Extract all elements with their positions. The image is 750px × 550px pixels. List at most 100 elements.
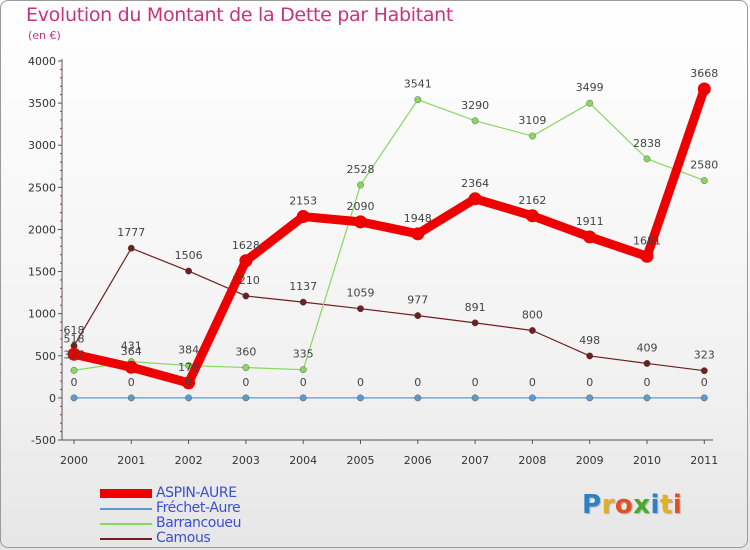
data-label-aspin-aure: 2090 [347, 200, 375, 213]
y-tick-label: -500 [31, 434, 56, 447]
legend-swatch [100, 489, 152, 498]
data-label-camous: 1777 [117, 226, 145, 239]
data-point-aspin-aure [182, 376, 196, 390]
data-label-fr-chet-aure: 0 [414, 376, 421, 389]
y-tick-label: 4000 [28, 55, 56, 68]
data-label-fr-chet-aure: 0 [300, 376, 307, 389]
data-point-camous [471, 319, 479, 327]
data-point-fr-chet-aure [414, 394, 422, 402]
data-point-aspin-aure [697, 82, 711, 96]
legend-swatch [100, 522, 152, 525]
proxiti-logo: Proxiti [582, 490, 682, 520]
logo-letter: x [633, 490, 651, 520]
data-label-camous: 800 [522, 309, 543, 322]
x-tick-label: 2009 [576, 454, 604, 467]
x-tick-label: 2002 [175, 454, 203, 467]
data-label-fr-chet-aure: 0 [644, 376, 651, 389]
data-label-fr-chet-aure: 0 [586, 376, 593, 389]
data-point-camous [299, 298, 307, 306]
data-label-camous: 1506 [175, 249, 203, 262]
data-label-barrancoueu: 335 [293, 348, 314, 361]
data-label-barrancoueu: 3499 [576, 81, 604, 94]
data-point-camous [185, 267, 193, 275]
data-label-fr-chet-aure: 0 [71, 376, 78, 389]
data-point-fr-chet-aure [529, 394, 536, 402]
data-label-camous: 1059 [347, 287, 375, 300]
data-label-barrancoueu: 360 [235, 346, 256, 359]
x-tick-label: 2011 [690, 454, 718, 467]
data-label-barrancoueu: 2580 [690, 159, 718, 172]
x-tick-label: 2003 [232, 454, 260, 467]
data-label-extra: 384 [178, 344, 199, 357]
data-label-aspin-aure: 1628 [232, 239, 260, 252]
data-point-fr-chet-aure [70, 394, 78, 402]
data-label-camous: 1137 [289, 280, 317, 293]
data-point-aspin-aure [411, 227, 425, 241]
data-point-barrancoueu [700, 177, 708, 184]
x-tick-label: 2007 [461, 454, 489, 467]
data-point-camous [414, 312, 422, 320]
data-label-aspin-aure: 364 [121, 345, 142, 358]
data-label-barrancoueu: 2528 [347, 163, 375, 176]
legend-item: ASPIN-AURE [100, 486, 241, 501]
data-point-aspin-aure [296, 210, 310, 224]
legend-item: Barrancoueu [100, 516, 242, 531]
data-point-camous [700, 367, 708, 375]
x-tick-label: 2010 [633, 454, 661, 467]
data-point-barrancoueu [70, 366, 78, 374]
data-label-aspin-aure: 2364 [461, 177, 489, 190]
data-label-fr-chet-aure: 0 [357, 376, 364, 389]
data-label-camous: 891 [465, 301, 486, 314]
chart-title: Evolution du Montant de la Dette par Hab… [26, 4, 454, 26]
data-label-aspin-aure: 1948 [404, 212, 432, 225]
data-point-camous [357, 305, 364, 313]
data-label-fr-chet-aure: 0 [529, 376, 536, 389]
data-label-aspin-aure: 2162 [518, 194, 546, 207]
legend-label: Camous [156, 530, 211, 546]
legend-label: ASPIN-AURE [156, 485, 237, 501]
data-label-camous: 977 [407, 294, 428, 307]
legend-swatch [100, 507, 152, 510]
y-tick-label: 1500 [28, 266, 56, 279]
data-point-fr-chet-aure [127, 394, 135, 402]
y-tick-label: 500 [35, 350, 56, 363]
logo-letter: o [614, 490, 634, 520]
y-tick-label: 3000 [28, 139, 56, 152]
data-point-barrancoueu [643, 155, 651, 163]
chart-legend: ASPIN-AURE Fréchet-Aure Barrancoueu Camous [100, 486, 242, 546]
y-tick-label: 2000 [28, 223, 56, 236]
data-label-barrancoueu: 431 [121, 340, 142, 353]
data-point-camous [586, 352, 594, 360]
data-point-fr-chet-aure [700, 394, 708, 402]
data-point-fr-chet-aure [299, 394, 307, 402]
logo-letter: t [659, 490, 673, 520]
data-point-barrancoueu [471, 117, 479, 125]
x-tick-label: 2008 [518, 454, 546, 467]
data-point-camous [643, 360, 651, 367]
data-label-aspin-aure: 178 [178, 361, 199, 374]
data-label-aspin-aure: 518 [64, 332, 85, 345]
data-label-fr-chet-aure: 0 [185, 376, 192, 389]
logo-letter: i [672, 490, 683, 520]
data-label-fr-chet-aure: 0 [242, 376, 249, 389]
data-label-camous: 1210 [232, 274, 260, 287]
data-point-barrancoueu [357, 181, 364, 189]
data-label-barrancoueu: 3541 [404, 78, 432, 91]
data-label-barrancoueu: 3290 [461, 99, 489, 112]
x-tick-label: 2001 [117, 454, 145, 467]
data-label-aspin-aure: 3668 [690, 67, 718, 80]
data-point-fr-chet-aure [586, 394, 594, 402]
y-tick-label: 1000 [28, 308, 56, 321]
data-label-aspin-aure: 1911 [576, 215, 604, 228]
data-label-barrancoueu: 327 [64, 348, 85, 361]
data-point-barrancoueu [529, 132, 536, 140]
data-point-aspin-aure [67, 347, 81, 361]
data-label-fr-chet-aure: 0 [701, 376, 708, 389]
data-point-camous [242, 292, 250, 300]
data-label-camous: 498 [579, 334, 600, 347]
data-point-fr-chet-aure [643, 394, 651, 402]
data-point-aspin-aure [124, 360, 138, 374]
data-label-camous: 323 [694, 349, 715, 362]
data-point-camous [127, 244, 135, 252]
